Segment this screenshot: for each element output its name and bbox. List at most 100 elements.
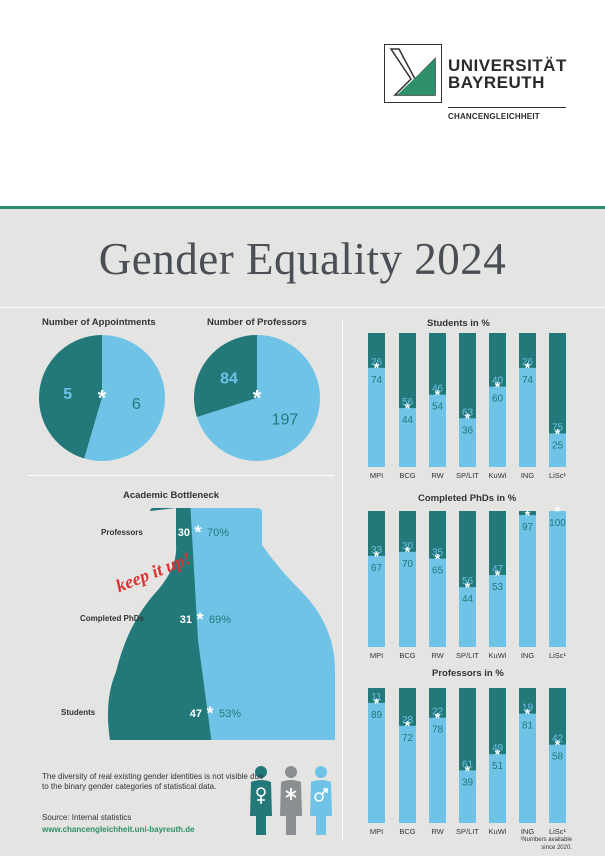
- bar-light-value: 100: [549, 518, 566, 529]
- bar-light-value: 51: [492, 761, 504, 772]
- bar-asterisk-icon: *: [495, 379, 501, 395]
- bottleneck-light-value: 70%: [207, 527, 229, 539]
- bar-light-value: 65: [432, 566, 444, 577]
- professors-chart-title: Professors in %: [432, 668, 504, 679]
- bar-dark-value: 35: [432, 548, 444, 559]
- bar-dark-value: 75: [552, 423, 564, 434]
- bar-dark-value: 40: [492, 376, 504, 387]
- bar-asterisk-icon: *: [555, 425, 561, 441]
- bar-dark: [429, 333, 446, 395]
- lisc-footnote: ¹Numbers available since 2020.: [520, 837, 572, 851]
- bar-category-label: KuWi: [489, 471, 507, 480]
- bar-category-label: BCG: [399, 827, 415, 836]
- bar-dark-value: 47: [492, 564, 504, 575]
- bar-dark-value: 33: [371, 545, 383, 556]
- bottleneck-label-students: Students: [61, 708, 96, 717]
- bar-category-label: KuWi: [489, 651, 507, 660]
- bar-light-value: 78: [432, 725, 444, 736]
- pie-slice: [84, 335, 165, 461]
- bar-category-label: MPI: [370, 471, 383, 480]
- bar-dark: [368, 688, 385, 703]
- title-separator: [0, 307, 605, 308]
- website-link[interactable]: www.chancengleichheit.uni-bayreuth.de: [42, 825, 195, 834]
- source-note: Source: Internal statistics: [42, 813, 132, 822]
- bar-dark: [549, 688, 566, 745]
- pie-value-label: 6: [132, 396, 141, 413]
- bar-dark: [489, 511, 506, 575]
- page-title: Gender Equality 2024: [98, 234, 507, 284]
- bar-asterisk-icon: *: [405, 400, 411, 416]
- column-divider: [342, 320, 343, 840]
- bar-dark: [489, 333, 506, 387]
- bar-asterisk-icon: *: [435, 710, 441, 726]
- bottleneck-label-professors: Professors: [101, 528, 143, 537]
- bar-category-label: ING: [521, 827, 535, 836]
- bottleneck-label-phds: Completed PhDs: [80, 614, 145, 623]
- bar-light-value: 39: [462, 777, 474, 788]
- bar-category-label: ING: [521, 651, 535, 660]
- bar-light-value: 53: [492, 582, 504, 593]
- bar-dark: [459, 688, 476, 771]
- bar-light-value: 72: [402, 733, 414, 744]
- logo-subtitle: CHANCENGLEICHHEIT: [448, 112, 540, 121]
- bottleneck-asterisk-icon: *: [194, 522, 201, 542]
- bar-dark-value: 49: [492, 743, 504, 754]
- bar-category-label: MPI: [370, 651, 383, 660]
- bar-category-label: KuWi: [489, 827, 507, 836]
- bar-dark: [519, 511, 536, 516]
- header: [0, 0, 605, 206]
- bar-dark: [429, 688, 446, 718]
- gender-icons: [250, 766, 332, 835]
- bar-light-value: 70: [402, 559, 414, 570]
- bar-asterisk-icon: *: [435, 551, 441, 567]
- phds-chart-title: Completed PhDs in %: [418, 493, 517, 504]
- bar-dark: [399, 688, 416, 726]
- bar-light-value: 60: [492, 394, 504, 405]
- bar-asterisk-icon: *: [525, 507, 531, 523]
- bottleneck-asterisk-icon: *: [206, 703, 213, 723]
- male-icon: [310, 766, 332, 835]
- bar-asterisk-icon: *: [405, 718, 411, 734]
- bar-category-label: SP/LIT: [456, 471, 479, 480]
- bar-dark-value: 63: [462, 407, 474, 418]
- bar-dark: [489, 688, 506, 755]
- bar-category-label: LiSc¹: [549, 471, 567, 480]
- bar-category-label: LiSc¹: [549, 827, 567, 836]
- bar-asterisk-icon: *: [374, 695, 380, 711]
- pie-center-asterisk-icon: *: [98, 386, 107, 411]
- bar-category-label: SP/LIT: [456, 651, 479, 660]
- bar-light: [429, 688, 446, 823]
- bar-asterisk-icon: *: [555, 737, 561, 753]
- bar-light-value: 97: [522, 522, 534, 533]
- bar-light-value: 74: [371, 375, 383, 386]
- bottleneck-light-value: 53%: [219, 708, 241, 720]
- bottleneck-title: Academic Bottleneck: [123, 490, 220, 501]
- bar-asterisk-icon: *: [495, 567, 501, 583]
- university-name: UNIVERSITÄT BAYREUTH: [448, 56, 567, 92]
- bar-asterisk-icon: *: [465, 762, 471, 778]
- pie-slice: [194, 335, 257, 418]
- bar-asterisk-icon: *: [405, 544, 411, 560]
- bar-dark-value: 22: [432, 707, 444, 718]
- logo-divider: [448, 107, 566, 108]
- pie-value-label: 5: [63, 386, 72, 403]
- pie-professors-title: Number of Professors: [207, 317, 307, 328]
- bar-asterisk-icon: *: [495, 746, 501, 762]
- bar-light: [549, 511, 566, 647]
- bottleneck-light-value: 69%: [209, 614, 231, 626]
- bar-dark-value: 19: [522, 703, 534, 714]
- bottleneck-asterisk-icon: *: [196, 609, 203, 629]
- bar-light-value: 54: [432, 402, 444, 413]
- bar-dark-value: 56: [402, 397, 414, 408]
- bar-dark-value: 42: [552, 734, 564, 745]
- bar-light: [519, 511, 536, 647]
- bar-asterisk-icon: *: [555, 503, 561, 519]
- bar-dark-value: 46: [432, 384, 444, 395]
- bar-light: [368, 688, 385, 823]
- pie-value-label: 197: [272, 411, 299, 428]
- bar-light-value: 89: [371, 710, 383, 721]
- bar-dark: [549, 333, 566, 434]
